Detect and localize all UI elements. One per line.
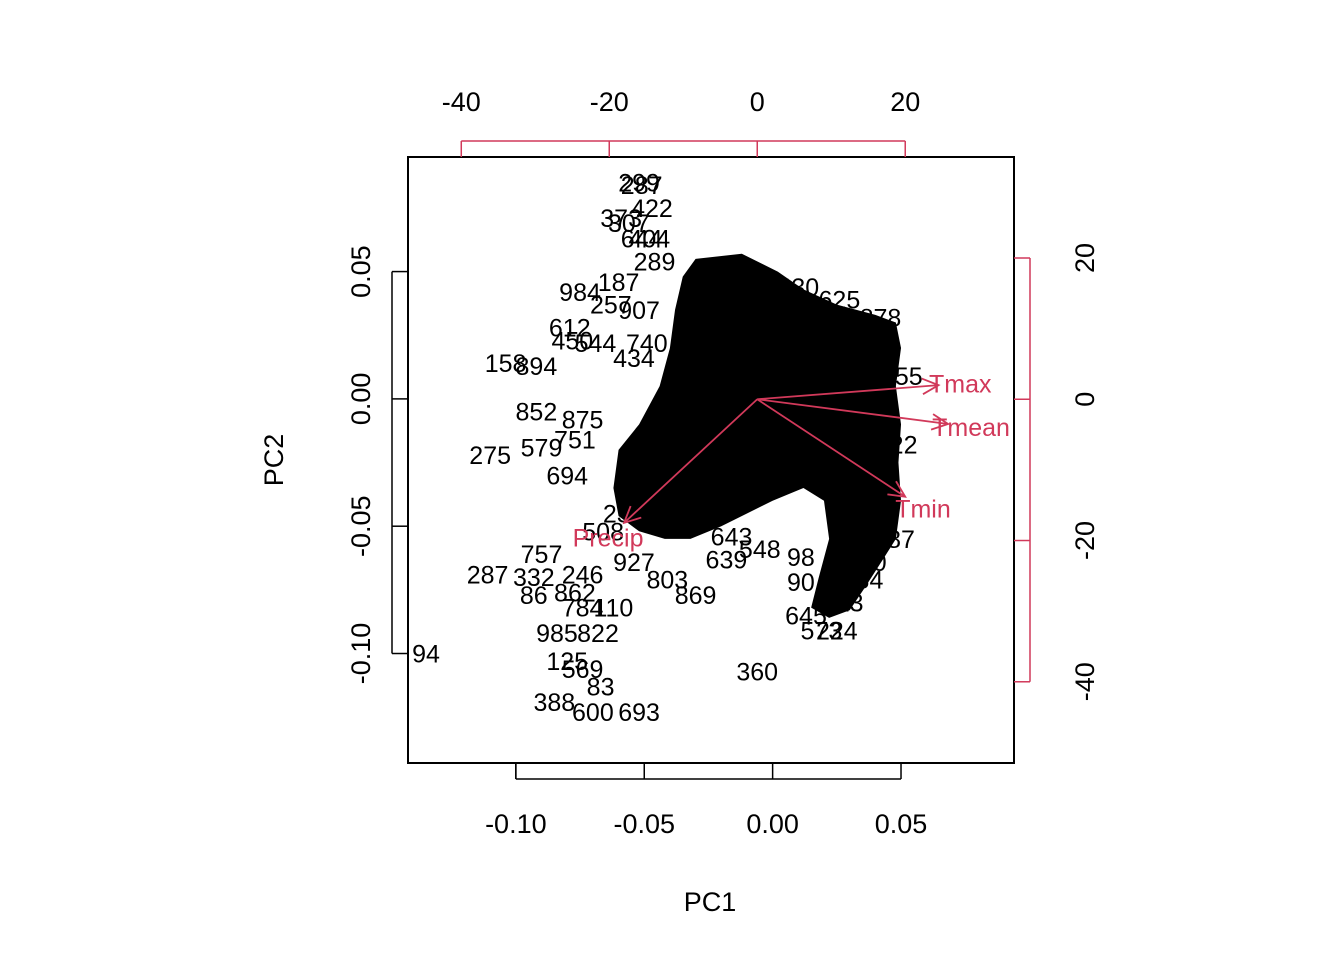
right-tick-label: -40	[1070, 662, 1100, 701]
score-label: 612	[549, 315, 591, 343]
score-label: 257	[590, 292, 632, 320]
score-label: 332	[513, 564, 555, 592]
loading-arrows-layer: Tmax Tmean Tmin Precip	[573, 370, 1010, 552]
score-label: 852	[516, 399, 558, 427]
score-label: 287	[621, 172, 663, 200]
x-tick-label: 0.05	[875, 809, 928, 839]
score-label: 862	[554, 579, 596, 607]
x-tick-label: -0.10	[485, 809, 547, 839]
score-label: 287	[467, 562, 509, 590]
y-tick-label: 0.05	[346, 245, 376, 298]
x-tick-label: -0.05	[613, 809, 675, 839]
right-tick-label: 20	[1070, 243, 1100, 273]
x-tick-label: 0.00	[746, 809, 799, 839]
score-label: 508	[582, 518, 624, 546]
right-tick-label: 0	[1070, 392, 1100, 407]
score-label: 927	[613, 549, 655, 577]
y-tick-label: -0.05	[346, 495, 376, 557]
x-axis-title: PC1	[684, 887, 737, 917]
score-label: 894	[516, 353, 558, 381]
score-label: 644	[621, 225, 663, 253]
loading-arrowhead	[930, 413, 951, 431]
score-label: 83	[587, 674, 615, 702]
dense-score-cloud	[613, 253, 902, 618]
right-tick-label: -20	[1070, 521, 1100, 560]
score-label: 600	[572, 699, 614, 727]
y-tick-label: 0.00	[346, 373, 376, 426]
score-label: 125	[546, 648, 588, 676]
score-label: 90	[787, 569, 815, 597]
score-label: 985	[536, 620, 578, 648]
score-label: 422	[631, 195, 673, 223]
top-tick-label: -20	[590, 87, 629, 117]
score-label: 740	[626, 330, 668, 358]
loading-arrowhead	[887, 480, 907, 498]
score-label: 275	[469, 442, 511, 470]
loading-label: Tmean	[932, 414, 1010, 442]
score-label: 307	[608, 210, 650, 238]
score-label: 86	[520, 582, 548, 610]
score-label: 869	[675, 582, 717, 610]
score-label: 548	[739, 536, 781, 564]
score-label: 158	[485, 350, 527, 378]
score-label: 373	[600, 205, 642, 233]
score-label: 694	[546, 462, 588, 490]
score-label: 110	[593, 595, 633, 623]
score-label: 404	[629, 225, 671, 253]
score-label: 388	[534, 689, 576, 717]
score-label: 94	[412, 641, 440, 669]
loading-arrowhead	[622, 505, 642, 525]
axes-layer: -0.10 -0.05 0.00 0.05 -0.10 -0.05 0.00 0.05 -40 -…	[346, 87, 1100, 839]
score-label: 450	[551, 327, 593, 355]
score-label: 579	[521, 434, 563, 462]
score-label: 246	[562, 562, 604, 590]
score-label: 693	[618, 699, 660, 727]
loading-arrow	[757, 384, 939, 401]
score-label: 289	[634, 248, 676, 276]
score-label: 822	[577, 620, 619, 648]
loading-arrowhead	[921, 377, 941, 395]
score-label: 360	[736, 658, 778, 686]
top-tick-label: 20	[890, 87, 920, 117]
score-label: 639	[706, 546, 748, 574]
score-label: 984	[559, 279, 601, 307]
score-label: 907	[618, 297, 660, 325]
plot-frame	[407, 156, 1015, 764]
score-label: 299	[618, 169, 660, 197]
loading-arrow	[623, 398, 758, 524]
score-label: 187	[598, 269, 640, 297]
score-label: 434	[613, 345, 655, 373]
loading-arrow	[756, 398, 906, 498]
top-tick-label: 0	[750, 87, 765, 117]
score-label: 98	[787, 544, 815, 572]
loading-arrow	[757, 398, 949, 425]
loading-label: Tmax	[929, 370, 992, 398]
y-tick-label: -0.10	[346, 623, 376, 685]
loading-label: Precip	[573, 525, 644, 553]
score-label: 569	[562, 656, 604, 684]
score-label: 573	[801, 618, 843, 646]
top-tick-label: -40	[442, 87, 481, 117]
score-label: 875	[562, 406, 604, 434]
score-label: 757	[521, 541, 563, 569]
score-label: 544	[575, 330, 617, 358]
score-label: 643	[711, 523, 753, 551]
loading-label: Tmin	[895, 495, 951, 523]
score-label: 784	[562, 595, 604, 623]
score-label: 224	[816, 618, 858, 646]
score-label: 751	[554, 427, 596, 455]
y-axis-title: PC2	[259, 434, 289, 487]
score-cloud-fill	[613, 253, 902, 618]
score-label: 803	[646, 567, 688, 595]
